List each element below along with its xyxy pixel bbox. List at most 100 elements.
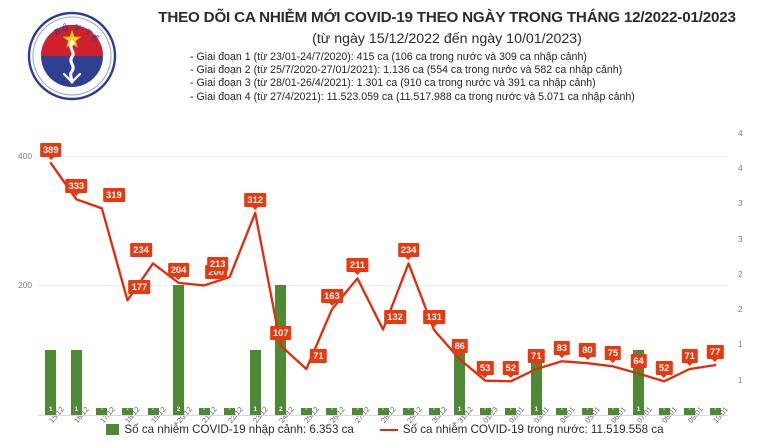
data-label: 86 <box>451 339 468 357</box>
phase-item: - Giai đoạn 2 (từ 25/7/2020-27/01/2021):… <box>190 64 623 77</box>
bar-value-label: - <box>203 406 206 413</box>
bar-value-label: - <box>305 406 308 413</box>
bar-imported-cases <box>428 408 440 415</box>
phase-item: - Giai đoạn 1 (từ 23/01-24/7/2020): 415 … <box>190 51 587 63</box>
bar-imported-cases <box>530 350 542 415</box>
right-axis-tick: 4 <box>738 127 743 138</box>
bar-value-label: - <box>714 406 717 413</box>
bar-value-label: - <box>356 406 359 413</box>
data-label: 234 <box>397 243 420 261</box>
right-axis-tick: 4 <box>738 163 743 174</box>
bar-imported-cases <box>249 350 261 415</box>
bar-imported-cases <box>173 285 185 415</box>
ministry-of-health-logo: BỘ Y TẾ MINISTRY OF HEALTH <box>24 10 120 102</box>
left-axis-tick: 200 <box>18 280 32 291</box>
bar-imported-cases <box>505 408 517 415</box>
left-axis-tick: 400 <box>18 150 32 161</box>
bar-imported-cases <box>454 350 466 415</box>
phase-item: - Giai đoạn 4 (từ 27/4/2021): 11.523.059… <box>190 90 635 103</box>
data-label: 211 <box>346 258 368 276</box>
x-axis-line <box>38 415 728 416</box>
legend-bar-swatch-icon <box>106 424 120 435</box>
data-label: 75 <box>604 346 622 364</box>
bar-imported-cases <box>96 408 108 415</box>
plot-area: 200 400 1 1 2 2 3 3 4 4 1 1 - - - 2 - - 1 2 - - - - - - 1 - - 1 - - - 1… <box>18 128 743 425</box>
bar-value-label: 2 <box>176 406 181 413</box>
right-axis-tick: 2 <box>738 268 743 279</box>
bar-value-label: - <box>407 406 410 413</box>
data-label: 64 <box>630 353 647 371</box>
bar-imported-cases <box>607 408 619 415</box>
bar-value-label: - <box>688 406 691 413</box>
bar-imported-cases <box>351 408 363 415</box>
bar-value-label: - <box>484 406 487 413</box>
data-label: 80 <box>579 343 596 361</box>
data-label: 177 <box>128 280 151 295</box>
chart-legend: Số ca nhiễm COVID-19 nhập cảnh: 6.353 ca… <box>0 423 770 444</box>
bar-value-label: 2 <box>278 406 283 413</box>
data-label: 71 <box>681 349 698 366</box>
data-label: 71 <box>310 349 327 363</box>
bar-imported-cases <box>377 408 389 415</box>
bar-value-label: - <box>586 406 589 413</box>
bar-value-label: - <box>100 406 103 413</box>
bar-imported-cases <box>479 408 491 415</box>
legend-item-domestic: Số ca nhiễm COVID-19 trong nước: 11.519.… <box>379 423 664 436</box>
bar-imported-cases <box>224 408 236 415</box>
data-label: 319 <box>103 188 125 203</box>
bar-value-label: 1 <box>636 406 641 413</box>
bar-value-label: - <box>151 406 155 413</box>
bar-imported-cases <box>684 408 696 415</box>
data-label: 312 <box>244 192 267 210</box>
gridline <box>38 285 728 287</box>
bar-value-label: - <box>611 406 615 413</box>
bar-value-label: - <box>663 406 666 413</box>
bar-value-label: 1 <box>457 406 462 413</box>
right-axis-tick: 2 <box>738 304 743 315</box>
data-label: 107 <box>269 325 292 343</box>
bar-value-label: 1 <box>74 406 79 413</box>
bar-imported-cases <box>326 408 338 415</box>
data-label: 234 <box>130 243 152 258</box>
bar-value-label: 1 <box>534 406 539 413</box>
legend-label-imported: Số ca nhiễm COVID-19 nhập cảnh: 6.353 ca <box>124 423 354 436</box>
bar-imported-cases <box>70 350 82 415</box>
bar-imported-cases <box>709 408 721 415</box>
phase-list: - Giai đoạn 1 (từ 23/01-24/7/2020): 415 … <box>128 51 766 104</box>
data-label: 53 <box>477 360 494 378</box>
bar-value-label: - <box>330 406 333 413</box>
chart-header: BỘ Y TẾ MINISTRY OF HEALTH THEO DÕI CA N… <box>0 0 770 112</box>
bar-value-label: - <box>126 406 129 413</box>
data-label: 204 <box>167 262 190 280</box>
legend-label-domestic: Số ca nhiễm COVID-19 trong nước: 11.519.… <box>402 423 664 436</box>
bar-imported-cases <box>147 408 159 415</box>
data-label: 163 <box>321 289 343 307</box>
data-label: 52 <box>502 361 519 379</box>
data-label: 77 <box>707 345 724 363</box>
right-axis-tick: 1 <box>738 339 743 350</box>
bar-imported-cases <box>275 285 287 415</box>
bar-value-label: - <box>560 406 563 413</box>
bar-imported-cases <box>121 408 133 415</box>
bar-imported-cases <box>581 408 593 415</box>
bar-imported-cases <box>198 408 210 415</box>
title-block: THEO DÕI CA NHIỄM MỚI COVID-19 THEO NGÀY… <box>128 8 766 104</box>
bar-value-label: 1 <box>48 406 53 413</box>
data-label: 389 <box>39 143 62 161</box>
gridline <box>38 155 728 157</box>
bar-value-label: 1 <box>253 406 257 413</box>
domestic-cases-line <box>49 161 717 383</box>
bar-value-label: - <box>509 406 512 413</box>
data-label: 83 <box>553 341 571 359</box>
right-axis-tick: 3 <box>738 198 743 209</box>
phase-item: - Giai đoạn 3 (từ 28/01-26/4/2021): 1.30… <box>190 77 596 90</box>
bar-value-label: - <box>433 406 436 413</box>
data-label: 333 <box>65 179 88 197</box>
data-label: 132 <box>384 309 406 324</box>
bar-imported-cases <box>658 408 670 415</box>
data-label: 213 <box>206 257 229 272</box>
covid-daily-cases-chart: 200 400 1 1 2 2 3 3 4 4 1 1 - - - 2 - - 1 2 - - - - - - 1 - - 1 - - - 1… <box>0 112 770 444</box>
bar-value-label: - <box>381 406 385 413</box>
bar-imported-cases <box>556 408 568 415</box>
page-title: THEO DÕI CA NHIỄM MỚI COVID-19 THEO NGÀY… <box>158 9 736 26</box>
